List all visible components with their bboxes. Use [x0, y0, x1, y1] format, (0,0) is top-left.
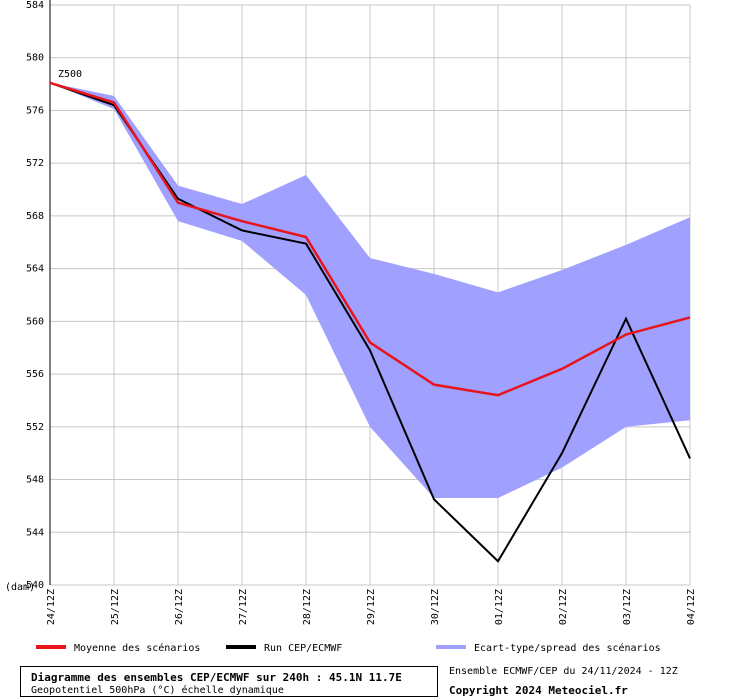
y-tick-label: 576 — [26, 105, 44, 116]
x-tick-label: 29/12Z — [366, 589, 377, 625]
x-tick-label: 24/12Z — [46, 589, 57, 625]
y-axis-ticks: 540 544 548 552 556 560 564 568 572 576 580 584 — [26, 0, 44, 591]
y-tick-label: 556 — [26, 369, 44, 380]
run-info: Ensemble ECMWF/CEP du 24/11/2024 - 12Z — [449, 666, 678, 677]
unit-label: (dam) — [5, 582, 35, 593]
legend-label-run: Run CEP/ECMWF — [264, 643, 342, 654]
legend-label-spread: Ecart-type/spread des scénarios — [474, 642, 661, 654]
y-tick-label: 548 — [26, 475, 44, 486]
x-axis-ticks: 24/12Z 25/12Z 26/12Z 27/12Z 28/12Z 29/12Z 30/1… — [46, 589, 697, 625]
x-tick-label: 28/12Z — [302, 589, 313, 625]
x-tick-label: 27/12Z — [238, 589, 249, 625]
chart-subtitle: Geopotentiel 500hPa (°C) échelle dynamiq… — [31, 685, 284, 696]
y-tick-label: 544 — [26, 527, 44, 538]
y-tick-label: 580 — [26, 53, 44, 64]
y-tick-label: 584 — [26, 0, 44, 11]
x-tick-label: 02/12Z — [558, 589, 569, 625]
y-tick-label: 564 — [26, 264, 44, 275]
x-tick-label: 26/12Z — [174, 589, 185, 625]
spread-band — [50, 82, 690, 498]
legend: Moyenne des scénarios Run CEP/ECMWF Ecar… — [36, 642, 661, 654]
copyright: Copyright 2024 Meteociel.fr — [449, 684, 628, 697]
x-tick-label: 25/12Z — [110, 589, 121, 625]
y-tick-label: 540 — [26, 580, 44, 591]
y-tick-label: 560 — [26, 316, 44, 327]
y-tick-label: 552 — [26, 422, 44, 433]
y-tick-label: 568 — [26, 211, 44, 222]
legend-label-mean: Moyenne des scénarios — [74, 642, 200, 654]
x-tick-label: 03/12Z — [622, 589, 633, 625]
field-label: Z500 — [58, 69, 82, 80]
x-tick-label: 01/12Z — [494, 589, 505, 625]
chart-title-box: Diagramme des ensembles CEP/ECMWF sur 24… — [20, 666, 438, 697]
y-tick-label: 572 — [26, 158, 44, 169]
chart-title: Diagramme des ensembles CEP/ECMWF sur 24… — [31, 671, 402, 684]
mean-series-line — [49, 81, 691, 397]
ensemble-chart: 540 544 548 552 556 560 564 568 572 576 580 584 24/… — [5, 0, 697, 654]
x-tick-label: 30/12Z — [430, 589, 441, 625]
x-tick-label: 04/12Z — [686, 589, 697, 625]
